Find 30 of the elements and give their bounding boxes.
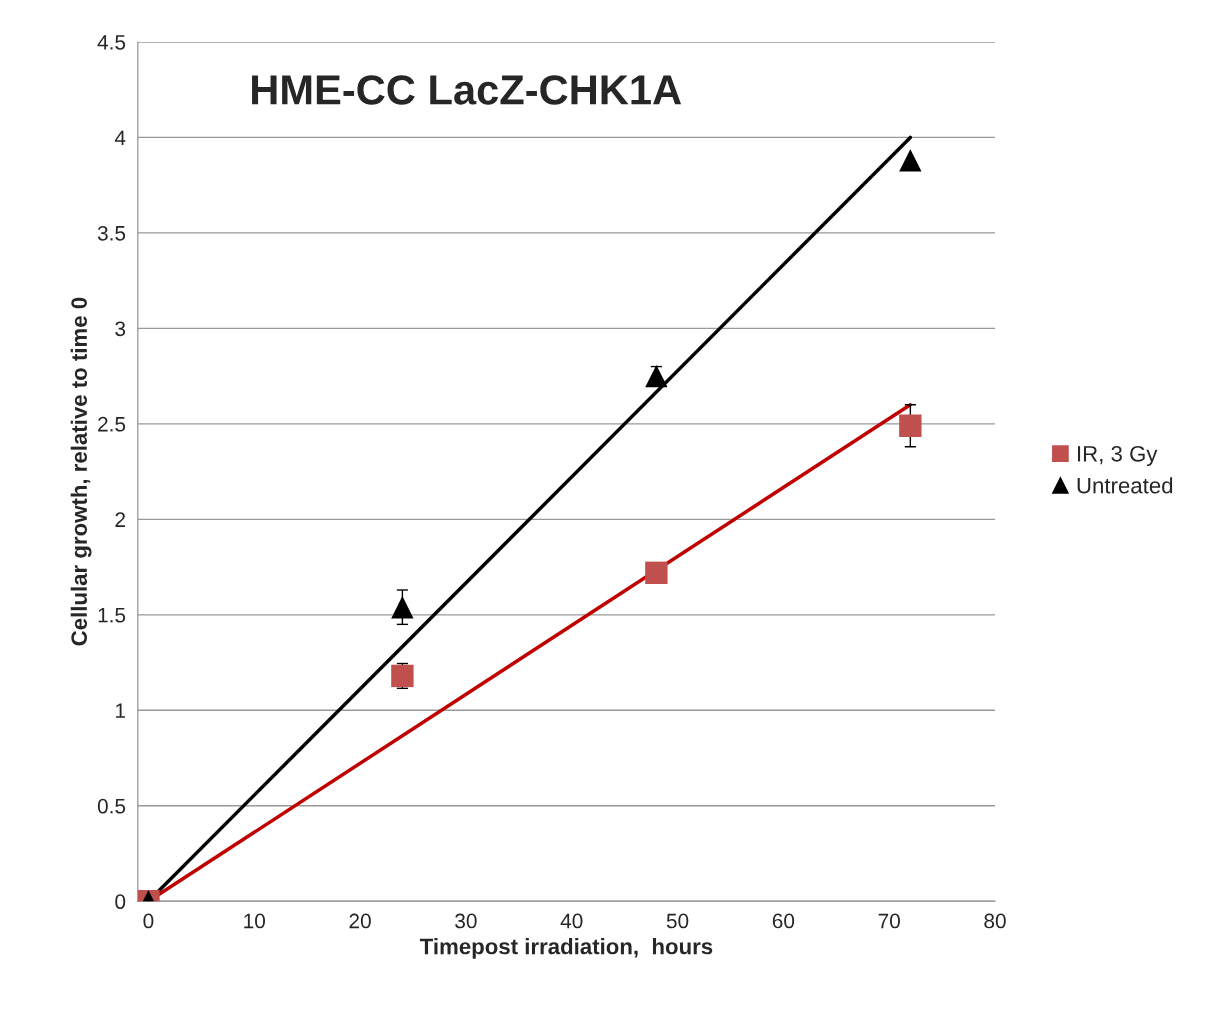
point xyxy=(645,364,668,388)
y-tick-label: 2.5 xyxy=(98,416,126,432)
y-tick-label: 1 xyxy=(116,703,125,718)
legend-label: IR, 3 Gy xyxy=(1078,445,1158,467)
x-tick-label: 30 xyxy=(455,913,477,929)
x-tick-label: 0 xyxy=(143,913,154,929)
x-tick-label: 20 xyxy=(349,913,371,929)
y-tick-label: 0.5 xyxy=(97,798,126,814)
y-tick-label: 4.5 xyxy=(97,35,126,50)
point xyxy=(645,561,668,585)
y-tick-label: 3.5 xyxy=(97,225,126,241)
point xyxy=(391,595,414,619)
y-tick-label: 4 xyxy=(114,130,126,145)
point xyxy=(391,664,414,688)
x-tick-label: 40 xyxy=(560,913,583,929)
y-axis-title: Cellular growth, relative to time 0 xyxy=(70,297,92,646)
x-axis-title: Timepost irradiation, hours xyxy=(419,938,713,959)
y-tick-label: 3 xyxy=(115,321,126,337)
y-tick-label: 2 xyxy=(115,512,125,527)
point xyxy=(899,414,922,437)
x-tick-label: 10 xyxy=(244,913,266,929)
x-tick-label: 70 xyxy=(878,913,900,929)
text: HME-CC LacZ-CHK1A xyxy=(252,75,682,105)
legend-label: Untreated xyxy=(1077,477,1173,494)
x-tick-label: 60 xyxy=(772,913,795,929)
x-tick-label: 80 xyxy=(984,913,1006,929)
y-tick-label: 1.5 xyxy=(98,608,126,623)
y-tick-label: 0 xyxy=(115,894,126,910)
x-tick-label: 50 xyxy=(666,913,689,929)
point xyxy=(899,149,922,172)
